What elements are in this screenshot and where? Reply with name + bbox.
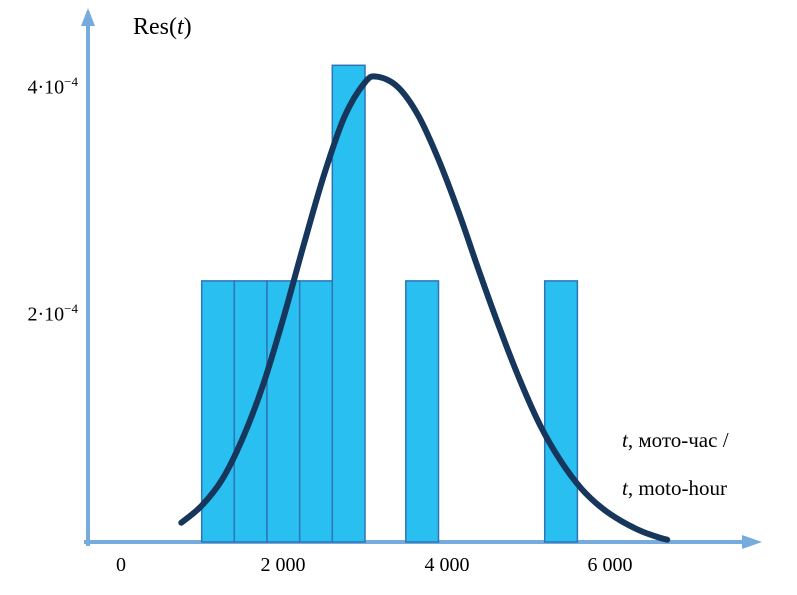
distribution-curve	[178, 73, 671, 543]
y-axis-title-suffix: )	[183, 14, 192, 40]
y-axis-title-prefix: Res(	[133, 14, 177, 40]
y-tick-base: 4·10	[27, 76, 65, 99]
x-axis-title-line1: t, мото-час /	[622, 428, 729, 453]
histogram-bar	[331, 64, 366, 543]
y-tick-label-4e-4: 4·10−4	[0, 74, 78, 100]
y-tick-exponent: −4	[64, 74, 78, 89]
histogram-bar	[405, 280, 440, 543]
histogram-bar	[543, 280, 579, 543]
x-tick-label-4000: 4 000	[424, 554, 470, 576]
histogram-bars	[200, 64, 579, 543]
x-axis-title-var: t	[622, 428, 628, 452]
x-tick-label-2000: 2 000	[260, 554, 306, 576]
x-axis-arrow-icon	[742, 535, 762, 549]
x-axis-title-rest: , мото-час /	[627, 428, 729, 452]
x-tick-label-6000: 6 000	[587, 554, 633, 576]
x-axis-title-var: t	[622, 476, 628, 500]
y-tick-exponent: −4	[64, 301, 78, 316]
x-axis-title-rest: , moto-hour	[627, 476, 727, 500]
y-tick-base: 2·10	[27, 303, 65, 326]
y-tick-label-2e-4: 2·10−4	[0, 301, 78, 327]
x-tick-label-0: 0	[116, 554, 126, 576]
x-axis-title-line2: t, moto-hour	[622, 476, 727, 501]
y-axis-title: Res(t)	[133, 14, 192, 41]
histogram-bar	[298, 280, 334, 543]
y-axis-arrow-icon	[81, 8, 95, 26]
y-axis-title-var: t	[177, 14, 184, 40]
